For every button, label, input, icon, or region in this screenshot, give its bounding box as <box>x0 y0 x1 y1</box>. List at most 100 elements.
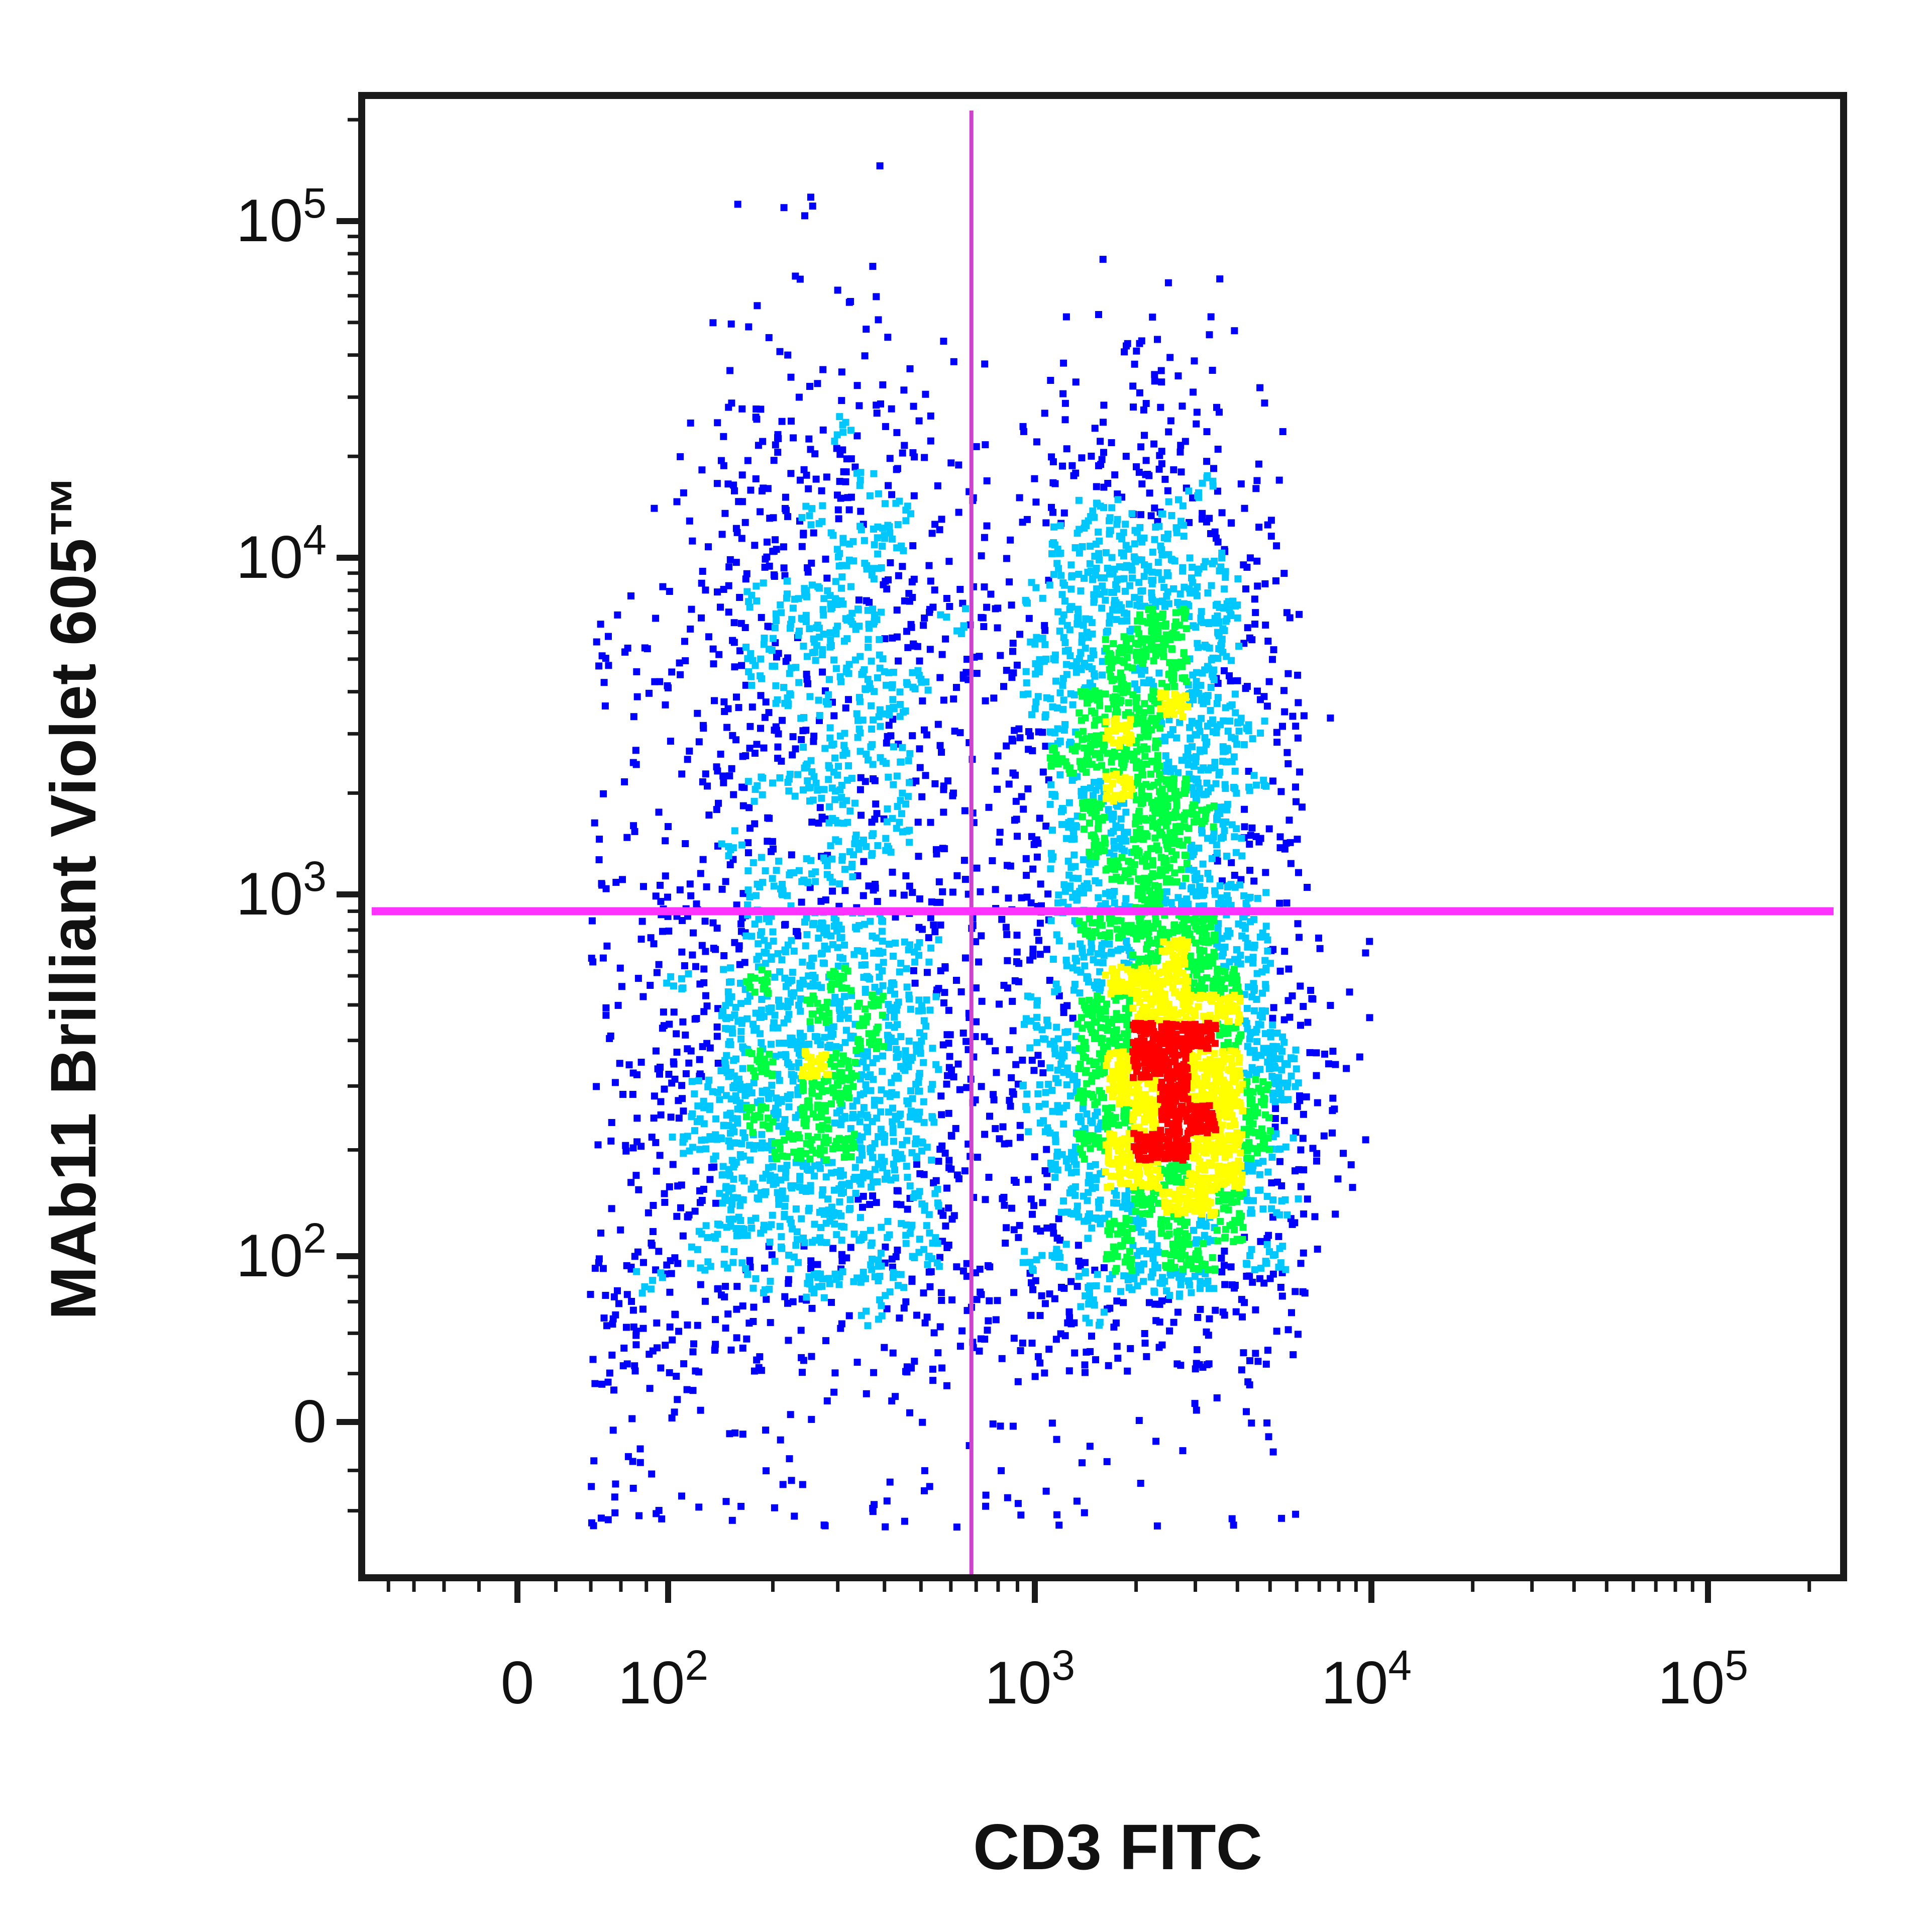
event-dot <box>765 1164 772 1171</box>
event-dot <box>1057 522 1064 529</box>
event-dot <box>802 618 810 626</box>
event-dot <box>1177 442 1185 449</box>
event-dot <box>762 698 770 706</box>
event-dot <box>667 1113 675 1121</box>
event-dot <box>1195 565 1203 573</box>
event-dot <box>1197 1305 1204 1313</box>
event-dot <box>617 1226 624 1234</box>
event-dot <box>914 943 921 951</box>
event-dot <box>852 831 860 839</box>
event-dot <box>744 839 752 847</box>
event-dot <box>684 1045 691 1053</box>
event-dot <box>1053 1511 1060 1518</box>
event-dot <box>973 864 981 872</box>
event-dot <box>1280 687 1288 694</box>
event-dot <box>1071 955 1079 962</box>
event-dot <box>913 1311 920 1319</box>
event-dot <box>1176 590 1184 597</box>
event-dot <box>624 1453 632 1460</box>
event-dot <box>776 1223 784 1230</box>
event-dot <box>755 940 762 948</box>
event-dot <box>721 1057 729 1064</box>
event-dot <box>1028 1279 1035 1286</box>
event-dot <box>1262 923 1270 930</box>
event-dot <box>680 489 687 496</box>
event-dot <box>908 1364 915 1372</box>
event-dot <box>979 614 987 622</box>
event-dot <box>997 652 1004 659</box>
event-dot <box>691 1127 698 1135</box>
event-dot <box>961 954 969 962</box>
event-dot <box>810 635 817 643</box>
event-dot <box>688 605 695 613</box>
event-dot <box>786 1455 793 1463</box>
event-dot <box>799 958 806 966</box>
event-dot <box>656 1152 664 1159</box>
event-dot <box>885 845 893 853</box>
event-dot <box>736 594 743 601</box>
event-dot <box>1055 1108 1063 1115</box>
event-dot <box>1221 1262 1228 1269</box>
event-dot <box>1198 608 1205 616</box>
event-dot <box>790 947 798 955</box>
event-dot <box>1079 1459 1086 1467</box>
event-dot <box>992 1125 999 1133</box>
event-dot <box>826 629 834 637</box>
event-dot <box>1329 1094 1337 1102</box>
event-dot <box>870 1076 877 1083</box>
event-dot <box>1122 563 1129 571</box>
event-dot <box>703 883 710 890</box>
event-dot <box>1014 833 1021 840</box>
event-dot <box>874 842 882 849</box>
event-dot <box>1135 556 1142 563</box>
event-dot <box>703 1040 711 1047</box>
event-dot <box>1063 445 1070 453</box>
event-dot <box>1029 865 1037 873</box>
event-dot <box>1245 1071 1253 1078</box>
event-dot <box>933 1259 941 1267</box>
event-dot <box>780 204 788 212</box>
event-dot <box>1197 766 1205 774</box>
event-dot <box>725 852 732 860</box>
event-dot <box>1048 1419 1056 1427</box>
event-dot <box>896 688 904 696</box>
event-dot <box>950 358 957 365</box>
event-dot <box>661 1190 668 1197</box>
event-dot <box>943 1080 950 1088</box>
event-dot <box>1027 899 1035 906</box>
event-dot <box>1183 753 1190 761</box>
event-dot <box>1148 589 1155 596</box>
event-dot <box>1278 1514 1285 1522</box>
event-dot <box>1143 567 1151 574</box>
event-dot <box>727 320 735 328</box>
event-dot <box>868 657 875 665</box>
event-dot <box>1203 428 1211 436</box>
event-dot <box>1049 509 1056 516</box>
event-dot <box>1294 836 1301 843</box>
event-dot <box>763 1086 771 1094</box>
event-dot <box>1034 1052 1042 1059</box>
event-dot <box>785 1061 793 1068</box>
event-dot <box>1128 510 1136 518</box>
event-dot <box>857 1110 865 1118</box>
event-dot <box>883 1169 891 1177</box>
event-dot <box>1075 1273 1083 1280</box>
event-dot <box>936 1254 943 1261</box>
event-dot <box>813 1033 821 1041</box>
event-dot <box>1242 585 1249 593</box>
event-dot <box>1094 1271 1101 1278</box>
event-dot <box>1160 584 1168 591</box>
event-dot <box>1287 839 1294 846</box>
event-dot <box>589 1356 597 1363</box>
event-dot <box>753 892 760 899</box>
event-dot <box>868 1183 875 1191</box>
event-dot <box>774 1108 782 1116</box>
event-dot <box>1117 1288 1124 1295</box>
event-dot <box>1222 573 1229 581</box>
event-dot <box>819 668 826 676</box>
event-dot <box>803 1293 810 1301</box>
event-dot <box>1052 1336 1060 1343</box>
event-dot <box>1048 855 1055 863</box>
event-dot <box>1060 1121 1067 1128</box>
event-dot <box>650 1114 658 1122</box>
